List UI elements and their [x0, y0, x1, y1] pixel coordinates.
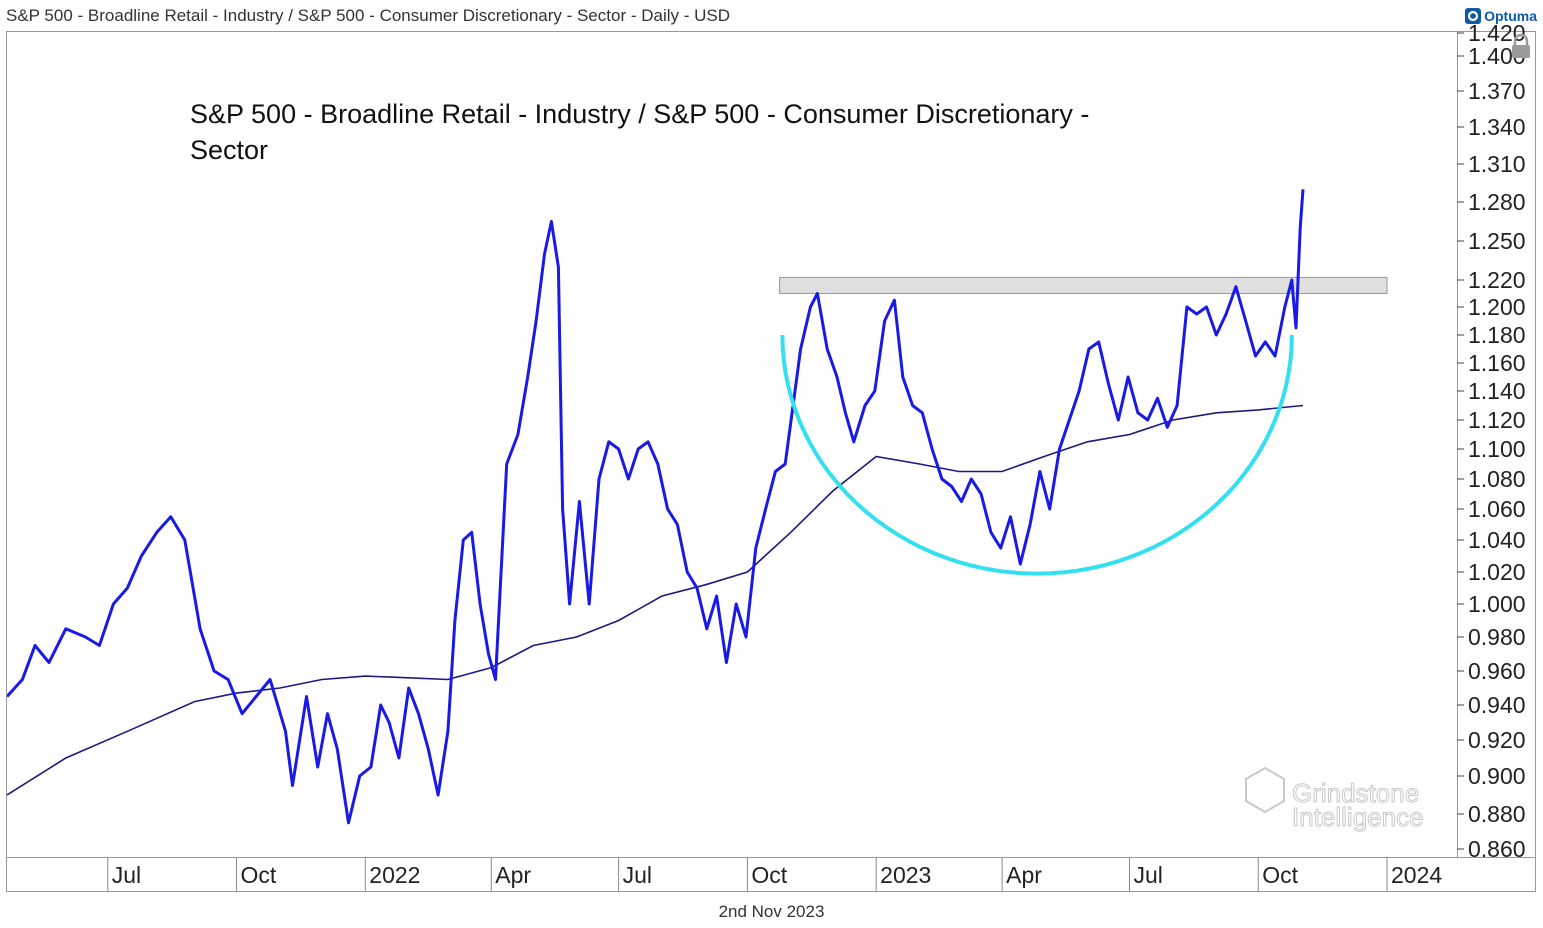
y-tick-label: 1.160 — [1468, 350, 1526, 376]
lock-icon[interactable] — [1512, 33, 1530, 58]
y-tick-label: 0.860 — [1468, 836, 1526, 862]
y-tick-label: 1.340 — [1468, 114, 1526, 140]
y-tick-label: 0.900 — [1468, 763, 1526, 789]
optuma-logo-icon — [1465, 8, 1482, 24]
y-tick-label: 1.120 — [1468, 407, 1526, 433]
chart-title: S&P 500 - Broadline Retail - Industry / … — [190, 99, 1089, 165]
y-tick-label: 1.250 — [1468, 228, 1526, 254]
grindstone-watermark: Grindstone Intelligence — [1245, 766, 1424, 833]
x-tick-label: Jul — [112, 862, 141, 888]
price-line — [7, 189, 1305, 825]
y-tick-label: 1.100 — [1468, 436, 1526, 462]
y-tick-label: 1.040 — [1468, 527, 1526, 553]
y-tick-label: 0.940 — [1468, 692, 1526, 718]
resistance-zone — [779, 276, 1388, 294]
watermark-line-2: Intelligence — [1292, 802, 1424, 832]
watermark-hex-icon — [1245, 766, 1285, 814]
y-tick-label: 1.280 — [1468, 189, 1526, 215]
x-tick-label: Oct — [1262, 862, 1298, 888]
x-tick-label: Apr — [495, 862, 531, 888]
y-tick-label: 0.980 — [1468, 624, 1526, 650]
y-tick-label: 1.080 — [1468, 466, 1526, 492]
rounding-bottom-arc — [780, 334, 1294, 576]
y-tick-label: 1.220 — [1468, 267, 1526, 293]
x-tick-label: Oct — [751, 862, 787, 888]
y-tick-label: 0.880 — [1468, 801, 1526, 827]
x-tick-label: Oct — [241, 862, 277, 888]
optuma-logo-text: Optuma — [1484, 8, 1537, 24]
chart-title-line-2: Sector — [190, 135, 268, 165]
x-axis: Jul Oct 2022 Apr Jul Oct 2023 Apr Jul Oct 2024 — [107, 858, 1442, 891]
x-tick-label: 2023 — [880, 862, 931, 888]
y-tick-label: 1.060 — [1468, 496, 1526, 522]
y-tick-label: 1.140 — [1468, 378, 1526, 404]
optuma-logo: Optuma — [1465, 5, 1537, 27]
y-tick-label: 1.180 — [1468, 322, 1526, 348]
x-tick-label: 2022 — [369, 862, 420, 888]
x-tick-label: Jul — [623, 862, 652, 888]
y-tick-label: 0.960 — [1468, 658, 1526, 684]
watermark-line-1: Grindstone — [1292, 778, 1419, 808]
chart-title-line-1: S&P 500 - Broadline Retail - Industry / … — [190, 99, 1089, 129]
chart-header-symbol: S&P 500 - Broadline Retail - Industry / … — [6, 6, 731, 25]
x-tick-label: 2024 — [1391, 862, 1442, 888]
y-tick-label: 1.200 — [1468, 294, 1526, 320]
footer-date: 2nd Nov 2023 — [718, 902, 825, 921]
y-axis: 1.4201.4001.3701.3401.3101.2801.2501.220… — [1457, 20, 1526, 862]
x-tick-label: Apr — [1006, 862, 1042, 888]
y-tick-label: 1.020 — [1468, 559, 1526, 585]
y-tick-label: 1.310 — [1468, 151, 1526, 177]
moving-average-line — [7, 404, 1304, 796]
plot-area — [7, 189, 1388, 825]
x-tick-label: Jul — [1133, 862, 1162, 888]
x-axis-frame[interactable] — [6, 857, 1536, 892]
y-tick-label: 1.000 — [1468, 591, 1526, 617]
y-tick-label: 0.920 — [1468, 727, 1526, 753]
y-tick-label: 1.370 — [1468, 78, 1526, 104]
